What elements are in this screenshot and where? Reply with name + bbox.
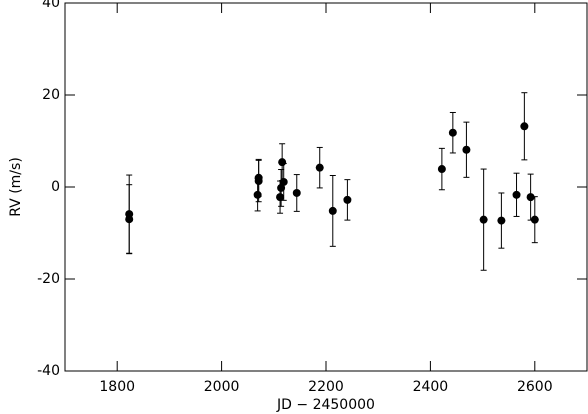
data-point bbox=[530, 215, 539, 224]
y-tick-label: -40 bbox=[37, 363, 60, 379]
data-point bbox=[479, 215, 488, 224]
y-tick-label: -20 bbox=[37, 271, 60, 287]
data-point bbox=[343, 195, 352, 204]
x-tick-label: 2200 bbox=[308, 379, 344, 395]
data-point bbox=[497, 216, 506, 225]
data-point bbox=[520, 122, 529, 131]
y-tick-label: 20 bbox=[42, 87, 60, 103]
data-point bbox=[462, 145, 471, 154]
x-axis-label: JD − 2450000 bbox=[276, 397, 375, 413]
y-tick-label: 0 bbox=[51, 179, 60, 195]
data-point bbox=[315, 163, 324, 172]
y-tick-label: 40 bbox=[42, 0, 60, 11]
data-point bbox=[437, 165, 446, 174]
y-axis-label: RV (m/s) bbox=[8, 157, 24, 217]
data-point bbox=[448, 128, 457, 137]
x-tick-label: 1800 bbox=[99, 379, 135, 395]
data-point bbox=[512, 190, 521, 199]
data-point bbox=[276, 193, 285, 202]
x-tick-label: 2000 bbox=[204, 379, 240, 395]
data-point bbox=[526, 193, 535, 202]
data-point bbox=[277, 183, 286, 192]
data-point bbox=[278, 158, 287, 167]
data-point bbox=[125, 215, 134, 224]
x-tick-label: 2400 bbox=[413, 379, 449, 395]
x-tick-label: 2600 bbox=[517, 379, 553, 395]
data-point bbox=[292, 188, 301, 197]
data-point bbox=[279, 177, 288, 186]
data-point bbox=[328, 206, 337, 215]
plot-frame bbox=[64, 2, 588, 372]
data-point bbox=[253, 190, 262, 199]
